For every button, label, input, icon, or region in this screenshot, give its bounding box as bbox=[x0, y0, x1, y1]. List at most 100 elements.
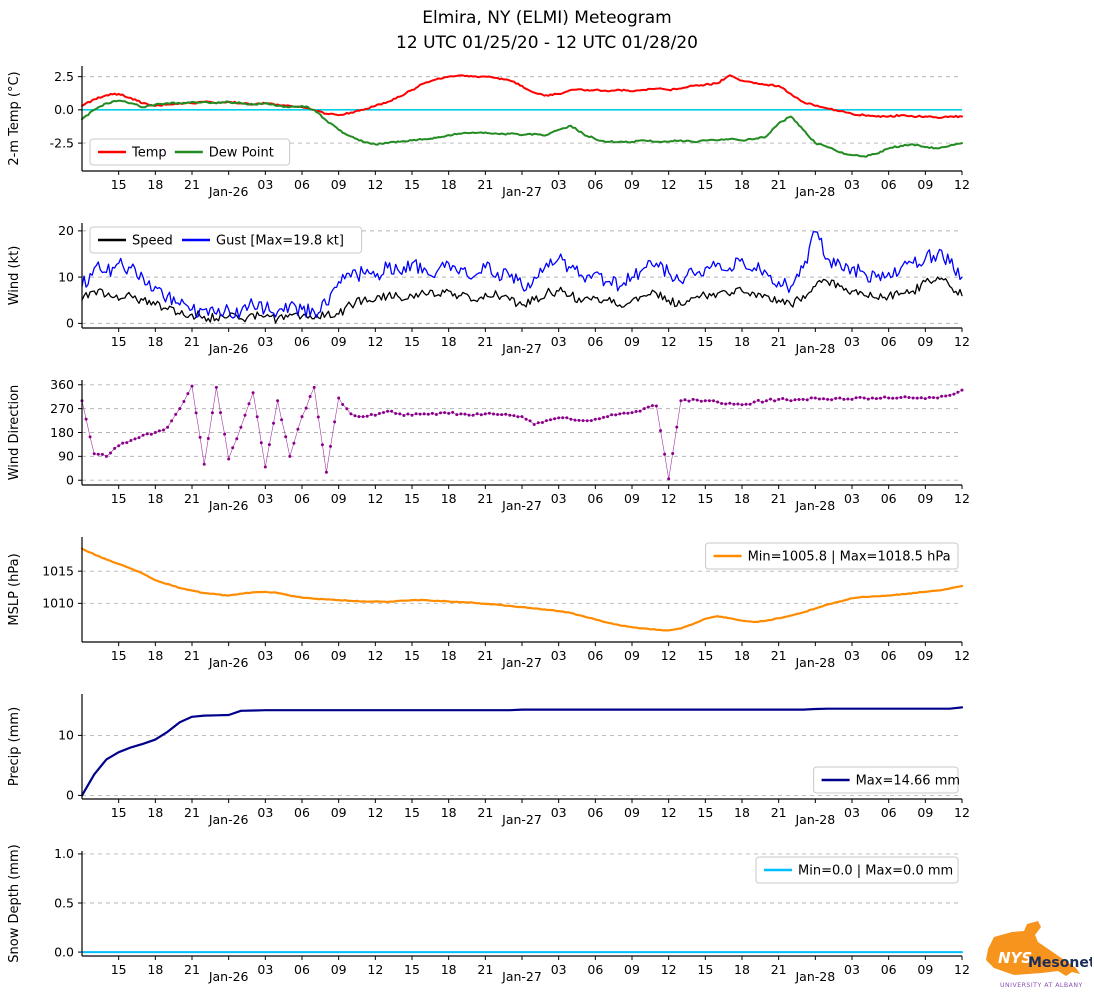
svg-text:21: 21 bbox=[771, 491, 787, 506]
svg-text:18: 18 bbox=[147, 805, 163, 820]
panel-precip: 0 10 15 18 21 Jan-26 03 06 09 12 15 18 21 Jan-27 03 06 0… bbox=[0, 686, 1094, 843]
panel-svg-temp: -2.5 0.0 2.5 15 18 21 Jan-26 03 06 09 12 15 18 21 Jan-… bbox=[7, 66, 970, 199]
logo-mesonet-text: Mesonet bbox=[1028, 955, 1092, 971]
chart-title: Elmira, NY (ELMI) Meteogram 12 UTC 01/25… bbox=[0, 0, 1094, 58]
svg-text:06: 06 bbox=[881, 648, 897, 663]
svg-text:12: 12 bbox=[661, 962, 677, 977]
svg-text:Jan-28: Jan-28 bbox=[794, 969, 835, 984]
svg-text:12: 12 bbox=[367, 491, 383, 506]
svg-text:09: 09 bbox=[917, 334, 933, 349]
svg-text:360: 360 bbox=[50, 377, 74, 392]
series-dew-point bbox=[81, 99, 963, 158]
svg-text:Jan-28: Jan-28 bbox=[794, 498, 835, 513]
svg-text:21: 21 bbox=[477, 177, 493, 192]
panel-svg-precip: 0 10 15 18 21 Jan-26 03 06 09 12 15 18 21 Jan-27 03 06 0… bbox=[7, 694, 970, 827]
svg-text:12: 12 bbox=[661, 805, 677, 820]
svg-text:03: 03 bbox=[257, 648, 273, 663]
svg-text:15: 15 bbox=[404, 962, 420, 977]
svg-text:Min=0.0 | Max=0.0 mm: Min=0.0 | Max=0.0 mm bbox=[798, 864, 953, 879]
svg-text:10: 10 bbox=[58, 728, 74, 743]
svg-text:Speed: Speed bbox=[132, 234, 173, 249]
svg-text:18: 18 bbox=[441, 177, 457, 192]
svg-text:12: 12 bbox=[367, 177, 383, 192]
ylabel-temp: 2-m Temp (°C) bbox=[7, 71, 22, 165]
svg-text:12: 12 bbox=[954, 334, 970, 349]
panel-svg-mslp: 1010 1015 15 18 21 Jan-26 03 06 09 12 15 18 21 Jan-27… bbox=[7, 537, 970, 670]
svg-text:09: 09 bbox=[331, 491, 347, 506]
svg-text:15: 15 bbox=[404, 177, 420, 192]
svg-text:03: 03 bbox=[551, 962, 567, 977]
ylabel-wind: Wind (kt) bbox=[7, 246, 22, 306]
svg-text:12: 12 bbox=[367, 648, 383, 663]
series-gust bbox=[81, 231, 963, 319]
svg-text:15: 15 bbox=[697, 491, 713, 506]
svg-text:15: 15 bbox=[404, 648, 420, 663]
svg-text:06: 06 bbox=[294, 177, 310, 192]
panel-svg-snow: 0.0 0.5 1.0 15 18 21 Jan-26 03 06 09 12 15 18 21 Jan-2… bbox=[7, 844, 970, 984]
svg-text:Min=1005.8 | Max=1018.5 hPa: Min=1005.8 | Max=1018.5 hPa bbox=[748, 550, 951, 565]
svg-text:0: 0 bbox=[66, 788, 74, 803]
svg-text:15: 15 bbox=[111, 648, 127, 663]
panels-container: -2.5 0.0 2.5 15 18 21 Jan-26 03 06 09 12 15 18 21 Jan-… bbox=[0, 58, 1094, 1000]
svg-text:03: 03 bbox=[844, 805, 860, 820]
svg-text:09: 09 bbox=[331, 648, 347, 663]
svg-text:12: 12 bbox=[661, 334, 677, 349]
series-direction bbox=[80, 384, 964, 481]
svg-text:12: 12 bbox=[954, 177, 970, 192]
svg-text:21: 21 bbox=[477, 491, 493, 506]
svg-text:Gust [Max=19.8 kt]: Gust [Max=19.8 kt] bbox=[216, 234, 344, 249]
legend-temp: Temp Dew Point bbox=[89, 138, 291, 166]
svg-text:12: 12 bbox=[661, 491, 677, 506]
svg-text:15: 15 bbox=[404, 491, 420, 506]
svg-text:15: 15 bbox=[404, 805, 420, 820]
svg-text:18: 18 bbox=[441, 805, 457, 820]
svg-text:21: 21 bbox=[771, 805, 787, 820]
svg-text:06: 06 bbox=[294, 805, 310, 820]
axes-snow: 15 18 21 Jan-26 03 06 09 12 15 18 21 Jan-27 03 06 09 12… bbox=[81, 851, 970, 984]
svg-text:06: 06 bbox=[881, 177, 897, 192]
svg-text:Jan-26: Jan-26 bbox=[208, 812, 249, 827]
svg-text:Jan-27: Jan-27 bbox=[501, 498, 542, 513]
svg-text:09: 09 bbox=[331, 177, 347, 192]
svg-text:Jan-27: Jan-27 bbox=[501, 655, 542, 670]
svg-text:18: 18 bbox=[734, 962, 750, 977]
svg-text:03: 03 bbox=[551, 491, 567, 506]
svg-text:12: 12 bbox=[661, 177, 677, 192]
svg-text:21: 21 bbox=[771, 962, 787, 977]
svg-text:Jan-28: Jan-28 bbox=[794, 184, 835, 199]
svg-text:21: 21 bbox=[771, 648, 787, 663]
svg-text:10: 10 bbox=[58, 269, 74, 284]
axes-precip: 15 18 21 Jan-26 03 06 09 12 15 18 21 Jan-27 03 06 09 12… bbox=[81, 694, 970, 827]
svg-text:1.0: 1.0 bbox=[54, 846, 74, 861]
series-speed bbox=[81, 276, 963, 324]
svg-text:09: 09 bbox=[917, 491, 933, 506]
grid-mslp: 1010 1015 bbox=[42, 563, 962, 611]
ylabel-snow: Snow Depth (mm) bbox=[7, 844, 22, 962]
panel-svg-wind: 0 10 20 15 18 21 Jan-26 03 06 09 12 15 18 21 Jan-27 03 0… bbox=[7, 223, 970, 356]
logo-nys-text: NYS bbox=[998, 949, 1032, 967]
svg-text:03: 03 bbox=[844, 962, 860, 977]
svg-text:21: 21 bbox=[184, 334, 200, 349]
svg-text:1015: 1015 bbox=[42, 563, 74, 578]
svg-text:06: 06 bbox=[587, 962, 603, 977]
svg-text:Max=14.66 mm: Max=14.66 mm bbox=[856, 774, 960, 789]
axes-temp: 15 18 21 Jan-26 03 06 09 12 15 18 21 Jan-27 03 06 09 12… bbox=[81, 66, 970, 199]
svg-text:06: 06 bbox=[881, 805, 897, 820]
svg-text:21: 21 bbox=[771, 177, 787, 192]
panel-wind: 0 10 20 15 18 21 Jan-26 03 06 09 12 15 18 21 Jan-27 03 0… bbox=[0, 215, 1094, 372]
svg-text:12: 12 bbox=[954, 962, 970, 977]
svg-text:Jan-28: Jan-28 bbox=[794, 812, 835, 827]
svg-text:09: 09 bbox=[331, 962, 347, 977]
svg-text:21: 21 bbox=[184, 962, 200, 977]
svg-text:06: 06 bbox=[881, 962, 897, 977]
svg-text:06: 06 bbox=[294, 962, 310, 977]
svg-text:09: 09 bbox=[624, 805, 640, 820]
svg-text:Temp: Temp bbox=[131, 146, 167, 161]
svg-text:15: 15 bbox=[697, 648, 713, 663]
svg-text:21: 21 bbox=[184, 805, 200, 820]
panel-temp: -2.5 0.0 2.5 15 18 21 Jan-26 03 06 09 12 15 18 21 Jan-… bbox=[0, 58, 1094, 215]
svg-text:Jan-28: Jan-28 bbox=[794, 655, 835, 670]
svg-text:06: 06 bbox=[881, 491, 897, 506]
svg-text:0.5: 0.5 bbox=[54, 895, 74, 910]
svg-text:0: 0 bbox=[66, 316, 74, 331]
